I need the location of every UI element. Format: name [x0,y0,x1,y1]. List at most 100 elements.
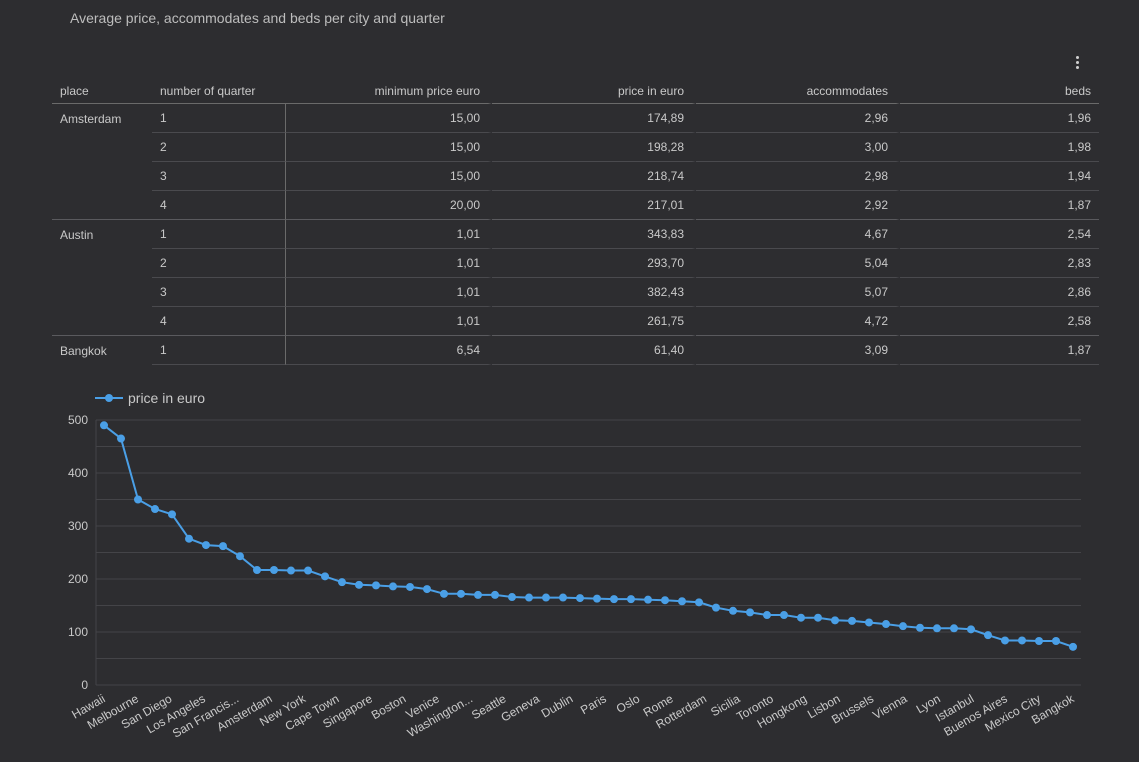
data-point[interactable] [287,566,295,575]
data-point[interactable] [117,434,125,443]
cell-beds: 2,86 [900,278,1099,307]
data-point[interactable] [1035,637,1043,646]
data-point[interactable] [253,565,261,574]
cell-min-price: 1,01 [286,307,492,336]
cell-beds: 1,94 [900,162,1099,191]
data-point[interactable] [304,566,312,575]
column-header-accommodates[interactable]: accommodates [696,78,900,104]
column-header-place[interactable]: place [52,78,152,104]
data-point[interactable] [814,613,822,622]
data-point[interactable] [406,582,414,591]
data-point[interactable] [491,590,499,599]
data-point[interactable] [168,510,176,519]
data-point[interactable] [848,616,856,625]
data-point[interactable] [372,581,380,590]
data-point[interactable] [355,580,363,589]
cell-min-price: 15,00 [286,104,492,133]
data-point[interactable] [780,611,788,620]
cell-place [52,278,152,307]
series-line [103,424,1074,648]
cell-min-price: 1,01 [286,220,492,249]
price-line-chart: 0 100 200 300 400 500 Hawaii Melbourne San Diego… [0,380,1139,757]
cell-place [52,133,152,162]
data-point[interactable] [474,590,482,599]
cell-quarter: 4 [152,307,286,336]
cell-price: 343,83 [492,220,696,249]
data-point[interactable] [1001,636,1009,645]
cell-beds: 2,83 [900,249,1099,278]
data-point[interactable] [746,608,754,617]
data-point[interactable] [882,620,890,629]
data-point[interactable] [678,597,686,606]
data-point[interactable] [508,593,516,602]
data-point[interactable] [134,495,142,504]
data-point[interactable] [865,618,873,627]
data-point[interactable] [593,594,601,603]
cell-beds: 1,87 [900,336,1099,365]
data-point[interactable] [933,624,941,633]
data-point[interactable] [423,585,431,594]
cell-accommodates: 2,98 [696,162,900,191]
legend-marker [105,394,113,402]
column-header-min-price[interactable]: minimum price euro [286,78,492,104]
data-point[interactable] [559,593,567,602]
table-row: 2 15,00 198,28 3,00 1,98 [52,133,1099,162]
data-point[interactable] [712,603,720,612]
data-point[interactable] [1052,637,1060,646]
cell-min-price: 1,01 [286,278,492,307]
data-point[interactable] [899,622,907,631]
data-point[interactable] [457,589,465,598]
data-point[interactable] [984,631,992,640]
data-point[interactable] [202,541,210,550]
data-point[interactable] [729,606,737,615]
y-tick-label: 100 [68,625,88,639]
x-tick-label: Dublin [539,691,575,720]
cell-min-price: 15,00 [286,162,492,191]
data-point[interactable] [542,593,550,602]
data-point[interactable] [525,593,533,602]
data-point[interactable] [100,421,108,430]
y-tick-label: 500 [68,413,88,427]
table-row: Austin 1 1,01 343,83 4,67 2,54 [52,220,1099,249]
cell-price: 61,40 [492,336,696,365]
data-point[interactable] [627,595,635,604]
data-point[interactable] [1069,642,1077,651]
cell-accommodates: 3,00 [696,133,900,162]
data-point[interactable] [185,534,193,543]
data-point[interactable] [967,625,975,634]
column-header-price[interactable]: price in euro [492,78,696,104]
data-point[interactable] [695,598,703,607]
data-point[interactable] [950,624,958,633]
cell-price: 293,70 [492,249,696,278]
data-point[interactable] [389,582,397,591]
data-point[interactable] [661,596,669,605]
cell-place [52,249,152,278]
cell-quarter: 1 [152,220,286,249]
more-vert-icon-dot [1075,60,1079,64]
data-point[interactable] [916,623,924,632]
data-point[interactable] [151,505,159,514]
data-point[interactable] [219,542,227,551]
cell-quarter: 1 [152,336,286,365]
cell-beds: 2,58 [900,307,1099,336]
data-point[interactable] [831,616,839,625]
data-point[interactable] [610,595,618,604]
data-point[interactable] [321,572,329,581]
data-point[interactable] [1018,636,1026,645]
data-point[interactable] [576,594,584,603]
data-point[interactable] [440,589,448,598]
data-point[interactable] [797,613,805,622]
cell-accommodates: 2,92 [696,191,900,220]
data-point[interactable] [236,552,244,561]
data-point[interactable] [270,565,278,574]
data-point[interactable] [338,578,346,587]
cell-min-price: 15,00 [286,133,492,162]
column-header-beds[interactable]: beds [900,78,1099,104]
legend-label[interactable]: price in euro [128,390,205,406]
data-point[interactable] [763,611,771,620]
data-point[interactable] [644,595,652,604]
table-header-row: place number of quarter minimum price eu… [52,78,1099,104]
more-options-button[interactable] [1068,52,1086,72]
column-header-quarter[interactable]: number of quarter [152,78,286,104]
